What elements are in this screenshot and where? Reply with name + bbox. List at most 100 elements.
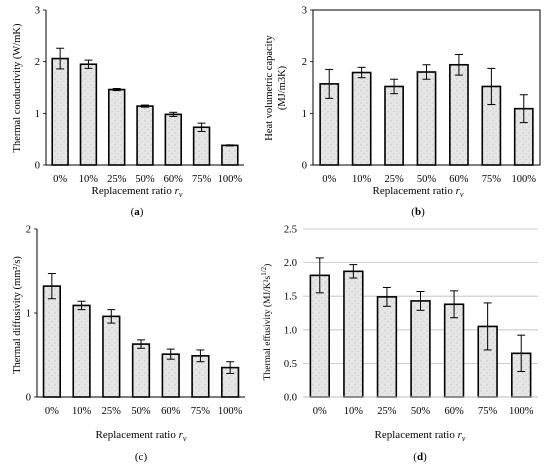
x-tick-label-a-3: 50% xyxy=(135,174,155,185)
y-axis-label-d-text: Thermal effusivity (MJ/K²s xyxy=(262,276,273,381)
x-tick-label-d-0: 0% xyxy=(313,406,327,417)
x-tick-label-b-3: 50% xyxy=(417,174,437,185)
y-tick-label-d-3: 1.5 xyxy=(284,292,297,303)
y-axis-label-b-line1: Heat volumetric capacity xyxy=(264,34,275,140)
x-axis-label-text-a: Replacement ratio xyxy=(92,185,175,197)
plot-area-d: 0.0 0.5 1.0 1.5 2.0 2.5 0% 10% 25% 50% 60% 75% 100% xyxy=(284,225,538,417)
x-tick-label-a-0: 0% xyxy=(53,174,67,185)
bar-c-0 xyxy=(42,285,61,398)
x-tick-label-c-1: 10% xyxy=(72,406,92,417)
panel-letter-a: a xyxy=(134,206,140,218)
chart-panel-a: Thermal conductivity (W/mK) 0 1 2 3 0% 10% 25%… xyxy=(12,6,244,218)
x-axis-label-b: Replacement ratio rv xyxy=(373,185,464,199)
plot-area-b: 0 1 2 3 0% 10% 25% 50% 60% 75% 100% xyxy=(302,6,541,185)
panel-label-a: (a) xyxy=(131,206,144,218)
x-axis-label-text-c: Replacement ratio xyxy=(96,429,179,441)
panel-letter-d: d xyxy=(417,451,423,463)
bar-d-3 xyxy=(410,300,431,398)
x-axis-label-c: Replacement ratio rv xyxy=(96,429,187,443)
y-tick-label-d-0: 0.0 xyxy=(284,393,297,404)
x-tick-label-b-0: 0% xyxy=(322,174,336,185)
x-tick-label-c-5: 75% xyxy=(191,406,211,417)
y-tick-label-b-1: 1 xyxy=(302,109,307,120)
bar-a-4 xyxy=(164,113,183,166)
x-tick-label-c-6: 100% xyxy=(218,406,243,417)
panel-label-c: (c) xyxy=(135,451,148,463)
y-axis-label-a: Thermal conductivity (W/mK) xyxy=(12,23,23,152)
bar-a-3 xyxy=(136,105,154,166)
bar-b-3 xyxy=(416,71,437,166)
x-tick-label-a-1: 10% xyxy=(79,174,99,185)
bar-d-0 xyxy=(309,274,330,398)
x-tick-label-d-4: 60% xyxy=(444,406,464,417)
y-tick-label-d-1: 0.5 xyxy=(284,359,297,370)
y-tick-label-d-5: 2.5 xyxy=(284,225,297,236)
bar-a-5 xyxy=(192,126,211,166)
x-tick-label-c-0: 0% xyxy=(45,406,59,417)
bar-c-1 xyxy=(72,304,91,398)
bar-b-4 xyxy=(449,63,469,166)
x-tick-label-b-2: 25% xyxy=(384,174,404,185)
plot-frame-b xyxy=(312,9,541,166)
chart-panel-c: Thermal diffusivity (mm²/s) 0 1 2 0% 10% 25% 5… xyxy=(12,225,245,463)
x-tick-label-c-4: 60% xyxy=(161,406,181,417)
x-axis-label-sub-b: v xyxy=(460,190,464,199)
x-tick-label-a-6: 100% xyxy=(218,174,243,185)
bar-c-3 xyxy=(131,343,151,398)
x-axis-label-sub-a: v xyxy=(179,190,183,199)
bar-a-0 xyxy=(51,57,69,166)
bar-a-1 xyxy=(79,63,98,166)
x-axis-label-text-d: Replacement ratio xyxy=(375,429,458,441)
x-tick-label-b-5: 75% xyxy=(482,174,502,185)
bar-c-4 xyxy=(161,353,180,398)
x-axis-label-sub-d: v xyxy=(462,434,466,443)
x-axis-label-var-c: r xyxy=(179,429,184,441)
chart-panel-b: Heat volumetric capacity (MJ/m3K) 0 1 2 3 0%… xyxy=(264,6,541,218)
x-tick-label-c-2: 25% xyxy=(102,406,122,417)
bar-c-2 xyxy=(102,315,121,398)
x-axis-label-a: Replacement ratio rv xyxy=(92,185,183,199)
y-axis-label-c: Thermal diffusivity (mm²/s) xyxy=(12,256,23,374)
y-tick-label-a-1: 1 xyxy=(35,109,40,120)
x-axis-label-text-b: Replacement ratio xyxy=(373,185,456,197)
x-tick-label-a-5: 75% xyxy=(192,174,212,185)
x-tick-label-b-1: 10% xyxy=(352,174,372,185)
y-tick-label-d-2: 1.0 xyxy=(284,325,297,336)
bar-d-2 xyxy=(376,296,398,398)
y-tick-label-b-2: 2 xyxy=(302,57,307,68)
x-tick-label-d-6: 100% xyxy=(509,406,534,417)
y-axis-label-d-sup: 1/2 xyxy=(260,266,268,275)
bar-d-1 xyxy=(343,270,364,398)
x-tick-label-d-3: 50% xyxy=(411,406,431,417)
y-axis-label-d-close: ) xyxy=(262,264,273,267)
y-tick-label-a-0: 0 xyxy=(35,161,40,172)
bar-a-2 xyxy=(107,88,126,166)
y-tick-label-a-3: 3 xyxy=(35,6,40,17)
panel-letter-b: b xyxy=(415,206,421,218)
x-tick-label-b-6: 100% xyxy=(512,174,537,185)
bar-a-6 xyxy=(221,144,239,166)
plot-area-a: 0 1 2 3 0% 10% 25% 50% 60% 75% 100% xyxy=(35,6,244,185)
y-tick-label-d-4: 2.0 xyxy=(284,258,297,269)
panel-label-d: (d) xyxy=(413,451,427,463)
x-axis-label-var-b: r xyxy=(456,185,461,197)
bar-b-2 xyxy=(384,85,404,166)
y-tick-label-c-0: 0 xyxy=(26,393,31,404)
y-tick-label-b-3: 3 xyxy=(302,6,307,17)
panel-label-b: (b) xyxy=(411,206,425,218)
y-axis-label-d: Thermal effusivity (MJ/K²s1/2) xyxy=(260,264,273,381)
x-tick-label-d-2: 25% xyxy=(377,406,397,417)
x-axis-label-var-a: r xyxy=(175,185,180,197)
x-tick-label-d-1: 10% xyxy=(344,406,364,417)
bar-b-1 xyxy=(351,71,372,166)
x-tick-label-a-2: 25% xyxy=(107,174,127,185)
x-tick-label-b-4: 60% xyxy=(449,174,469,185)
plot-area-c: 0 1 2 0% 10% 25% 50% 60% 75% 100% xyxy=(26,225,245,417)
chart-panel-d: Thermal effusivity (MJ/K²s1/2) 0.0 0.5 1.0… xyxy=(260,225,538,463)
x-axis-label-d: Replacement ratio rv xyxy=(375,429,466,443)
y-tick-label-b-0: 0 xyxy=(302,161,307,172)
y-tick-label-c-2: 2 xyxy=(26,225,31,236)
y-axis-label-b-line2: (MJ/m3K) xyxy=(277,65,288,110)
x-tick-label-c-3: 50% xyxy=(131,406,151,417)
